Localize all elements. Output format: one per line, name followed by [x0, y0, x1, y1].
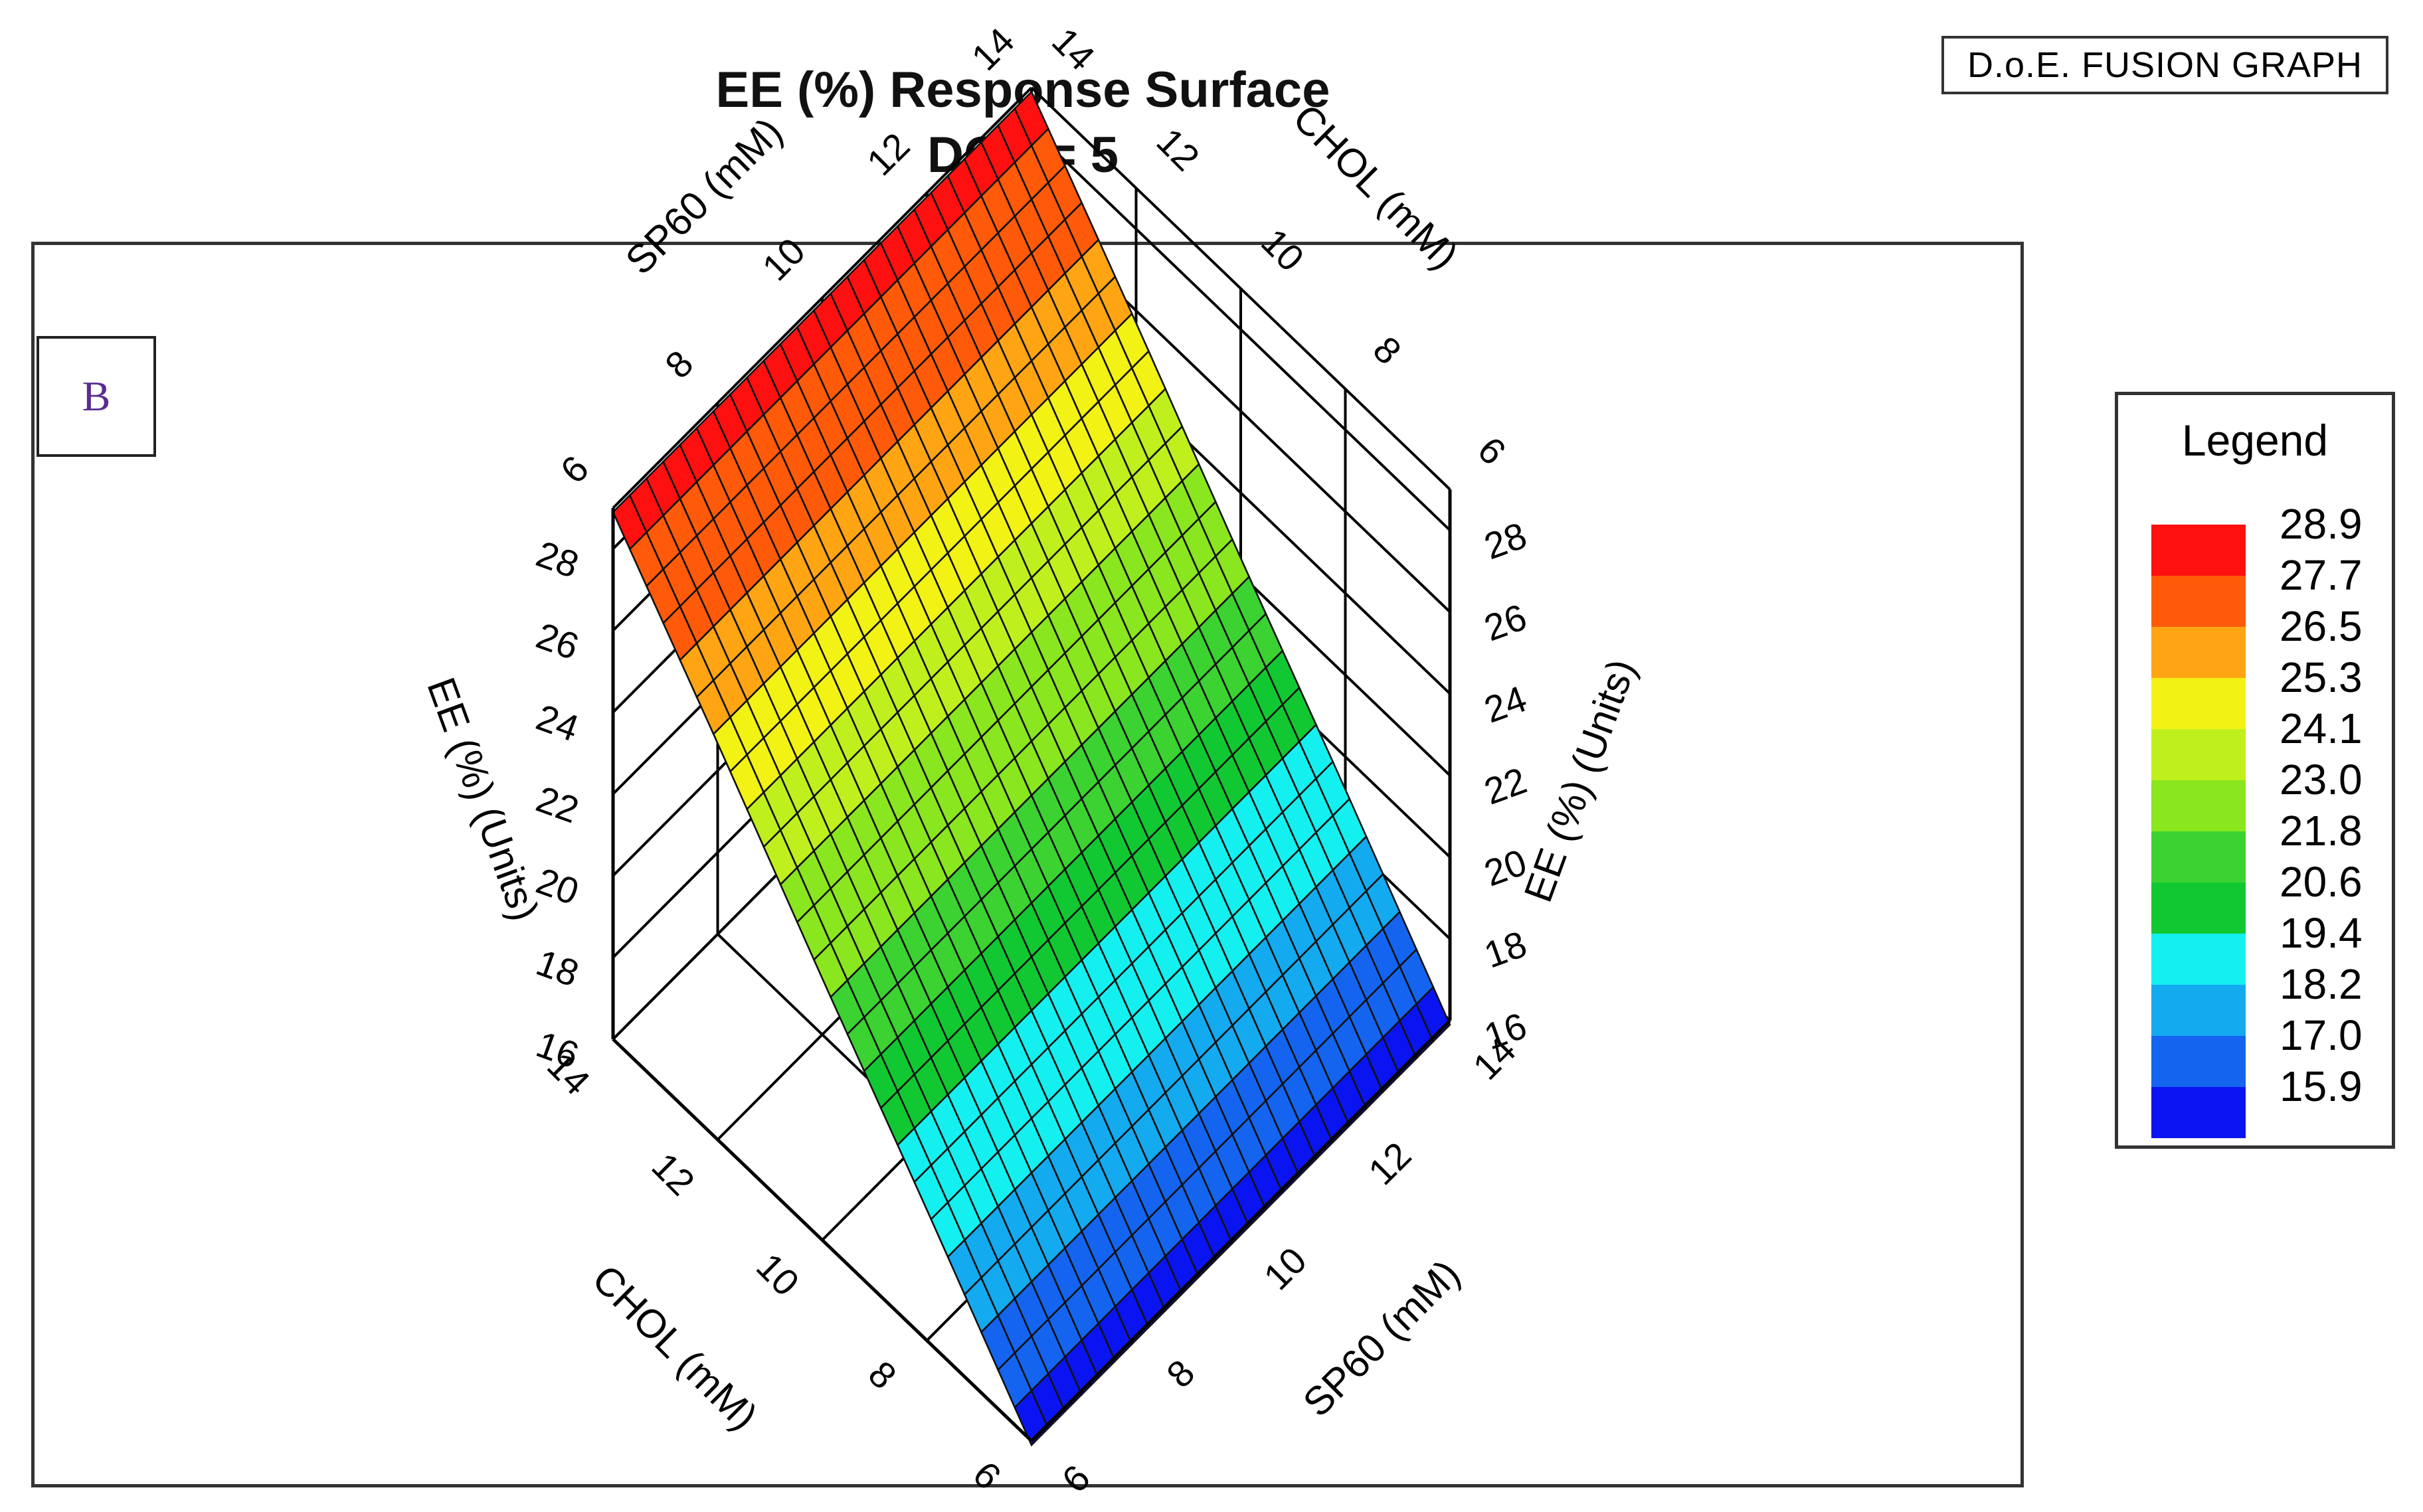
chol-back-tick-label: 10: [1253, 220, 1312, 280]
chol-axis-title: CHOL (mM): [584, 1256, 766, 1438]
legend-label: 20.6: [2280, 858, 2363, 906]
chol-back-tick-label: 6: [1470, 428, 1514, 473]
ee-tick-label-left: 26: [531, 614, 584, 668]
sp60-tick-label: 10: [1255, 1239, 1314, 1298]
legend-swatch: [2151, 1087, 2246, 1138]
chol-tick-label: 10: [749, 1245, 808, 1304]
chol-tick-label: 8: [861, 1353, 905, 1397]
sp60-tick-label: 6: [1053, 1456, 1098, 1501]
chol-tick-label: 12: [644, 1145, 703, 1204]
sp60-axis-title: SP60 (mM): [1295, 1251, 1469, 1425]
legend-swatch: [2151, 627, 2246, 678]
sp60-axis-line: [1030, 1019, 1451, 1442]
legend-label: 26.5: [2280, 602, 2363, 650]
sp60-back-tick-label: 6: [552, 447, 596, 491]
legend-swatch: [2151, 882, 2246, 934]
legend-swatches: 28.927.726.525.324.123.021.820.619.418.2…: [2151, 500, 2363, 1138]
sp60-tick-label: 12: [1360, 1134, 1419, 1193]
ee-tick-label-left: 24: [531, 696, 584, 750]
legend-label: 21.8: [2280, 807, 2363, 855]
legend-label: 27.7: [2280, 551, 2363, 599]
ee-tick-label-right: 24: [1479, 677, 1532, 731]
legend-swatch: [2151, 985, 2246, 1036]
ee-axis-title-left: EE (%) (Units): [418, 672, 547, 926]
chol-tick-label: 6: [965, 1453, 1010, 1497]
chol-back-tick-label: 8: [1366, 328, 1410, 373]
legend-swatch: [2151, 525, 2246, 576]
legend-swatch: [2151, 934, 2246, 985]
legend-label: 15.9: [2280, 1062, 2363, 1110]
ee-axis-title-right: EE (%) (Units): [1516, 653, 1645, 908]
chol-back-tick-label: 14: [1044, 19, 1103, 78]
legend: Legend 28.9 27.7 26.5 25.3 24.1 23.0 21.8 20.6 1…: [2115, 392, 2395, 1149]
chol-axis-line: [612, 1038, 1033, 1442]
legend-label: 19.4: [2280, 909, 2363, 957]
chol-back-tick-label: 12: [1149, 120, 1208, 179]
legend-swatch: [2151, 1036, 2246, 1087]
ee-tick-label-right: 18: [1479, 922, 1532, 976]
legend-swatch: [2151, 780, 2246, 831]
sp60-back-tick-label: 10: [754, 230, 813, 289]
response-surface: [612, 90, 1451, 1447]
panel-label: B: [37, 336, 156, 457]
sp60-back-tick-label: 14: [963, 19, 1022, 78]
legend-swatch: [2151, 678, 2246, 729]
legend-swatch: [2151, 576, 2246, 627]
surface-cell: [1014, 90, 1049, 147]
axis-lines: [611, 489, 1452, 1442]
ee-tick-label-left: 28: [531, 533, 584, 586]
ee-tick-label-right: 26: [1479, 596, 1532, 649]
sp60-back-tick-label: 8: [657, 342, 701, 386]
legend-label: 25.3: [2280, 653, 2363, 701]
ee-tick-label-right: 22: [1479, 759, 1532, 813]
legend-label: 23.0: [2280, 756, 2363, 803]
chol-back-axis-title: CHOL (mM): [1285, 96, 1467, 278]
ee-tick-label-right: 28: [1479, 514, 1532, 568]
sp60-tick-label: 8: [1158, 1351, 1203, 1396]
legend-label: 18.2: [2280, 960, 2363, 1008]
ee-tick-label-left: 18: [531, 941, 584, 995]
legend-title: Legend: [2181, 416, 2329, 465]
legend-label: 17.0: [2280, 1011, 2363, 1059]
legend-label: 28.9: [2280, 500, 2363, 548]
sp60-back-tick-label: 12: [859, 125, 918, 184]
legend-swatch: [2151, 831, 2246, 882]
doe-fusion-badge: D.o.E. FUSION GRAPH: [1941, 36, 2388, 94]
legend-swatch: [2151, 729, 2246, 780]
legend-label: 24.1: [2280, 705, 2363, 752]
ee-tick-label-left: 22: [531, 778, 584, 831]
